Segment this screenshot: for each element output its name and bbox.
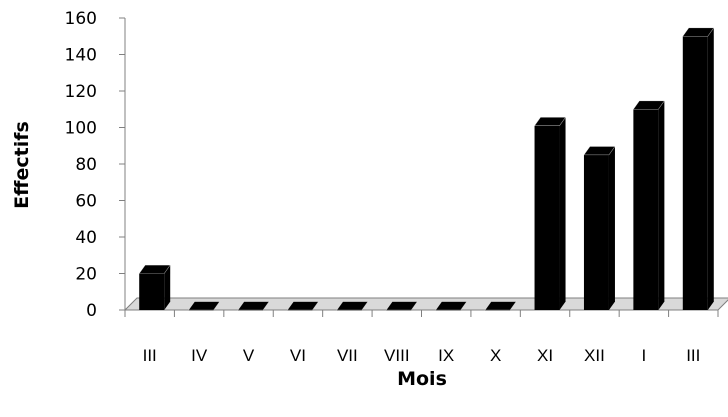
bar	[188, 301, 221, 311]
bar-front	[139, 273, 165, 310]
bar-side	[559, 117, 566, 311]
x-tick-label: IV	[191, 346, 208, 365]
bar	[237, 301, 270, 311]
bar	[286, 301, 320, 311]
y-tick-label: 160	[65, 9, 97, 29]
bar-side	[707, 27, 714, 310]
bar	[533, 116, 567, 311]
bar-top	[682, 27, 715, 37]
bar-front	[583, 154, 609, 310]
bar	[385, 301, 418, 311]
y-tick-label: 120	[65, 82, 97, 102]
bar-top	[336, 301, 369, 311]
bar-top	[484, 301, 517, 311]
bar	[632, 100, 665, 310]
bar-top	[237, 301, 270, 311]
x-tick-label: VI	[290, 346, 306, 365]
bar-top	[286, 301, 320, 311]
bar-top	[583, 146, 616, 156]
y-axis-title: Effectifs	[11, 121, 33, 209]
y-tick-label: 140	[65, 46, 97, 66]
bar-front	[534, 125, 560, 310]
bar	[435, 301, 468, 311]
x-tick-label: XII	[584, 346, 605, 365]
x-tick-label: V	[243, 346, 255, 365]
chart-axes	[119, 17, 719, 317]
y-tick-label: 80	[75, 155, 97, 175]
bar-top	[435, 301, 468, 311]
bar	[336, 301, 369, 311]
bar-top	[138, 264, 171, 274]
bar-front	[682, 36, 708, 310]
x-tick-label: IX	[438, 346, 454, 365]
x-tick-label: III	[686, 346, 700, 365]
bar	[138, 264, 171, 310]
y-tick-label: 40	[75, 228, 97, 248]
y-tick-labels: 0 20 40 60 80 100 120 140 160	[65, 9, 97, 321]
y-tick-label: 0	[86, 301, 97, 321]
x-tick-label: XI	[537, 346, 553, 365]
bar-top	[632, 100, 665, 110]
y-tick-label: 100	[65, 119, 97, 139]
bar-front	[633, 109, 659, 310]
x-tick-label: VIII	[384, 346, 410, 365]
y-tick-label: 60	[75, 192, 97, 212]
bar-top	[533, 116, 567, 126]
bars	[138, 27, 715, 311]
bar	[682, 27, 715, 310]
x-tick-label: VII	[337, 346, 358, 365]
bar-side	[608, 146, 615, 310]
bar-top	[385, 301, 418, 311]
y-tick-label: 20	[75, 265, 97, 285]
x-tick-labels: III IV V VI VII VIII IX X XI XII I III	[143, 346, 701, 365]
x-tick-label: III	[143, 346, 157, 365]
x-tick-label: I	[642, 346, 647, 365]
bar-side	[164, 265, 171, 310]
x-tick-label: X	[490, 346, 501, 365]
x-axis-title: Mois	[397, 368, 447, 390]
bar-top	[188, 301, 221, 311]
bar	[484, 301, 517, 311]
bar	[583, 146, 616, 310]
bar-side	[658, 100, 665, 310]
